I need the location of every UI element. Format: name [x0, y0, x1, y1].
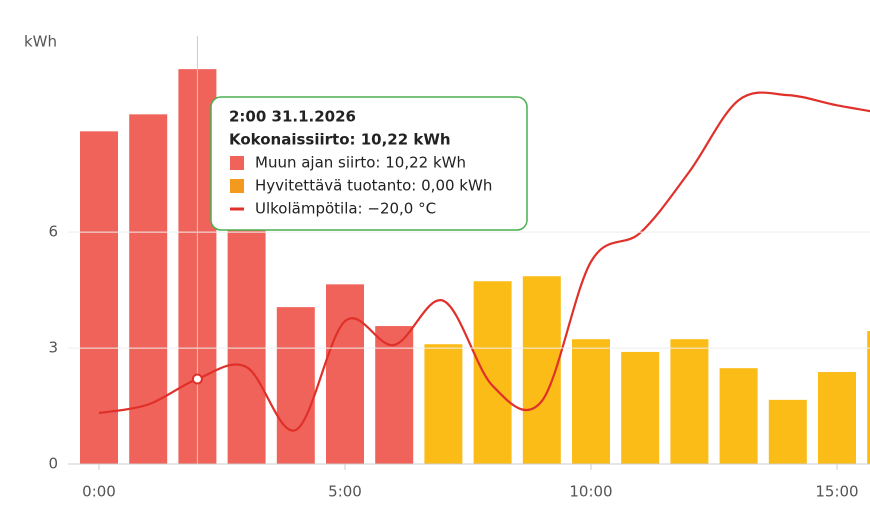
y-axis-label: kWh: [24, 33, 57, 51]
bar: [80, 131, 118, 464]
tooltip-swatch: [230, 207, 244, 211]
x-tick-label: 0:00: [82, 483, 116, 501]
bar: [129, 114, 168, 464]
tooltip-item: Ulkolämpötila: −20,0 °C: [255, 200, 436, 218]
x-tick-label: 15:00: [815, 483, 858, 501]
x-tick-label: 5:00: [328, 483, 362, 501]
tooltip-item: Hyvitettävä tuotanto: 0,00 kWh: [255, 177, 492, 195]
tooltip: 2:00 31.1.2026 Kokonaissiirto: 10,22 kWh M…: [210, 96, 528, 231]
bar: [670, 339, 709, 464]
tooltip-title: 2:00 31.1.2026: [229, 108, 356, 126]
y-tick-label: 0: [48, 455, 58, 473]
bar: [818, 372, 856, 464]
bar: [424, 344, 463, 464]
bar: [375, 326, 414, 464]
tooltip-swatch: [230, 179, 244, 193]
bar: [276, 307, 315, 464]
tooltip-total: Kokonaissiirto: 10,22 kWh: [229, 131, 451, 149]
cursor-point: [191, 373, 203, 385]
bar: [572, 339, 610, 464]
y-tick-label: 6: [48, 223, 58, 241]
bar: [326, 284, 364, 464]
bar: [768, 399, 807, 464]
bar: [719, 368, 758, 464]
line: [98, 91, 870, 432]
x-tick-label: 10:00: [569, 483, 612, 501]
tooltip-item: Muun ajan siirto: 10,22 kWh: [255, 154, 466, 172]
bar: [473, 281, 512, 464]
bar: [867, 331, 870, 464]
tooltip-box: [210, 96, 528, 231]
tooltip-swatch: [230, 156, 244, 170]
y-tick-label: 3: [48, 339, 58, 357]
bar: [621, 351, 660, 464]
